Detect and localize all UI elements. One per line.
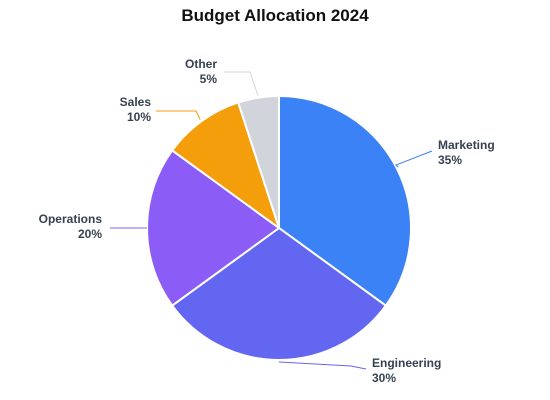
slice-value-other: 5% — [200, 72, 218, 86]
slice-label-sales: Sales — [120, 95, 152, 109]
slice-value-engineering: 30% — [372, 371, 396, 385]
slice-value-operations: 20% — [78, 227, 102, 241]
slice-label-marketing: Marketing — [438, 138, 495, 152]
slice-value-marketing: 35% — [438, 153, 462, 167]
pie-slice-marketing — [278, 95, 412, 307]
leader-line-marketing — [395, 150, 433, 168]
slice-label-engineering: Engineering — [372, 356, 441, 370]
slice-label-other: Other — [185, 57, 217, 71]
chart-title: Budget Allocation 2024 — [181, 6, 369, 25]
slice-value-sales: 10% — [127, 110, 151, 124]
pie-slice-engineering — [171, 227, 387, 361]
leader-line-sales — [156, 110, 201, 120]
pie-slice-sales — [171, 101, 280, 229]
leader-line-other — [224, 71, 259, 96]
pie-slice-other — [237, 95, 280, 229]
leader-line-engineering — [278, 361, 367, 370]
slice-label-operations: Operations — [39, 212, 103, 226]
